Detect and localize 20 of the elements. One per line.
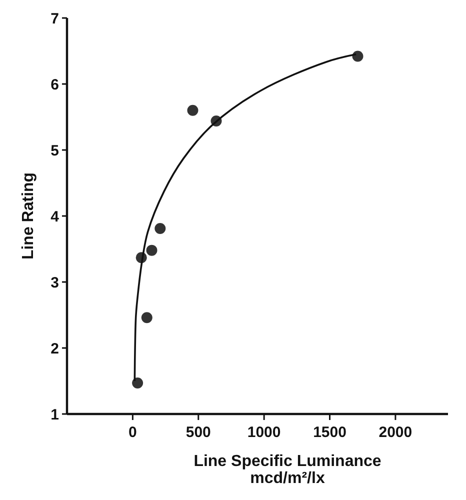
- y-tick-label: 4: [50, 208, 60, 226]
- x-tick-label: 500: [186, 424, 211, 441]
- point: [141, 312, 152, 324]
- point: [154, 223, 166, 234]
- y-axis-title: Line Rating: [20, 172, 37, 260]
- y-tick-label: 5: [50, 142, 59, 160]
- point: [187, 104, 198, 116]
- x-tick-label: 1000: [247, 424, 281, 441]
- point: [352, 50, 364, 62]
- x-tick-label: 0: [128, 424, 137, 441]
- x-tick-label: 2000: [378, 424, 412, 441]
- y-tick-label: 6: [50, 76, 59, 94]
- point: [146, 244, 158, 256]
- y-tick-label: 2: [50, 340, 59, 358]
- y-tick-label: 1: [50, 406, 59, 424]
- point: [132, 377, 144, 388]
- y-tick-label: 7: [50, 10, 59, 28]
- x-tick-label: 1500: [313, 424, 346, 441]
- y-tick-label: 3: [50, 274, 59, 292]
- x-axis-title: Line Specific Luminance mcd/m²/lx: [194, 453, 382, 487]
